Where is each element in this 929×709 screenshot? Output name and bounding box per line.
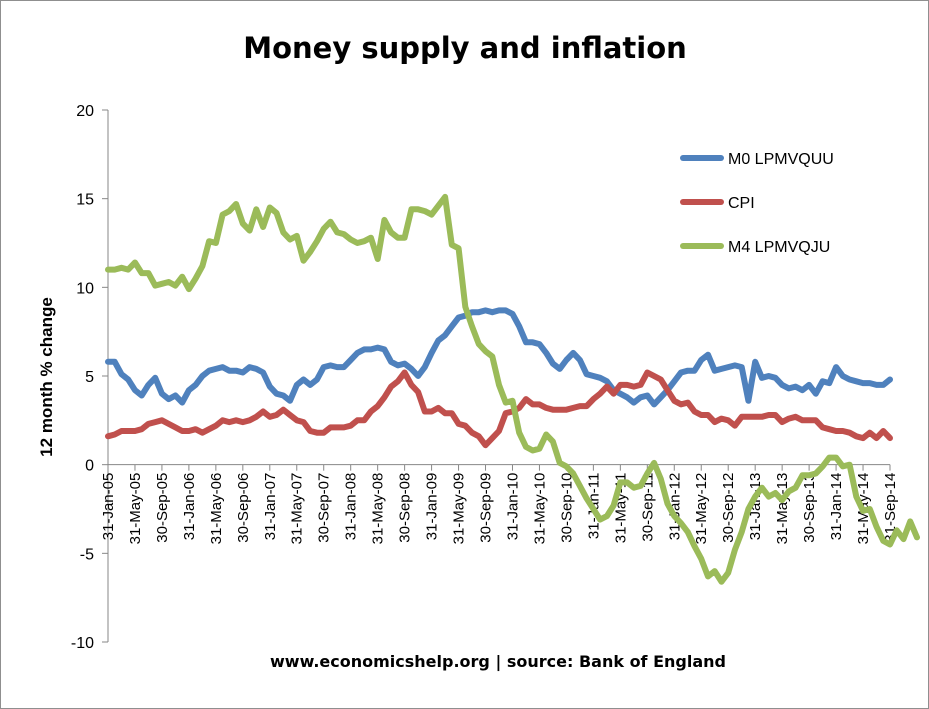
x-tick-label: 31-May-07 bbox=[289, 473, 306, 545]
y-tick-label: 15 bbox=[76, 192, 94, 209]
x-tick-label: 31-Jan-05 bbox=[100, 473, 117, 541]
legend-label: M4 LPMVQJU bbox=[728, 239, 830, 256]
x-tick-label: 31-May-13 bbox=[774, 473, 791, 545]
x-tick-label: 30-Sep-11 bbox=[639, 473, 656, 542]
y-tick-label: 10 bbox=[76, 280, 94, 297]
y-tick-label: -5 bbox=[80, 546, 94, 563]
x-tick-label: 31-Jan-06 bbox=[181, 473, 198, 541]
y-tick-label: 5 bbox=[85, 369, 94, 386]
x-tick-label: 30-Sep-10 bbox=[558, 473, 575, 543]
x-tick-label: 31-May-10 bbox=[531, 473, 548, 545]
x-tick-label: 31-Sep-14 bbox=[882, 473, 899, 543]
x-tick-label: 31-May-05 bbox=[127, 473, 144, 545]
series-line-0 bbox=[105, 307, 893, 408]
x-tick-label: 30-Sep-13 bbox=[801, 473, 818, 543]
x-tick-label: 31-Jan-08 bbox=[343, 473, 360, 541]
x-tick-label: 31-May-12 bbox=[693, 473, 710, 545]
y-tick-label: 20 bbox=[76, 103, 94, 120]
x-tick-label: 31-May-09 bbox=[451, 473, 468, 545]
x-tick-label: 31-May-08 bbox=[370, 473, 387, 545]
chart-title: Money supply and inflation bbox=[243, 31, 687, 65]
x-tick-label: 30-Sep-07 bbox=[316, 473, 333, 543]
x-tick-label: 31-Jan-07 bbox=[262, 473, 279, 541]
series-line-2 bbox=[105, 193, 920, 585]
x-tick-label: 31-Jan-10 bbox=[504, 473, 521, 541]
y-tick-label: 0 bbox=[85, 458, 94, 475]
series-lines bbox=[105, 193, 920, 585]
y-axis-label: 12 month % change bbox=[37, 297, 56, 457]
legend-label: M0 LPMVQUU bbox=[728, 151, 834, 168]
x-tick-label: 30-Sep-08 bbox=[397, 473, 414, 543]
legend-label: CPI bbox=[728, 195, 755, 212]
y-tick-label: -10 bbox=[71, 635, 94, 652]
x-tick-label: 30-Sep-12 bbox=[720, 473, 737, 543]
legend: M0 LPMVQUU CPI M4 LPMVQJU bbox=[680, 151, 834, 256]
series-line-1 bbox=[105, 369, 893, 449]
x-tick-label: 31-Jan-14 bbox=[828, 473, 845, 541]
x-tick-label: 31-Jan-09 bbox=[424, 473, 441, 541]
x-tick-label: 30-Sep-05 bbox=[154, 473, 171, 543]
x-tick-label: 30-Sep-06 bbox=[235, 473, 252, 543]
source-note: www.economicshelp.org | source: Bank of … bbox=[270, 652, 726, 672]
x-tick-label: 30-Sep-09 bbox=[478, 473, 495, 543]
x-tick-label: 31-May-06 bbox=[208, 473, 225, 545]
